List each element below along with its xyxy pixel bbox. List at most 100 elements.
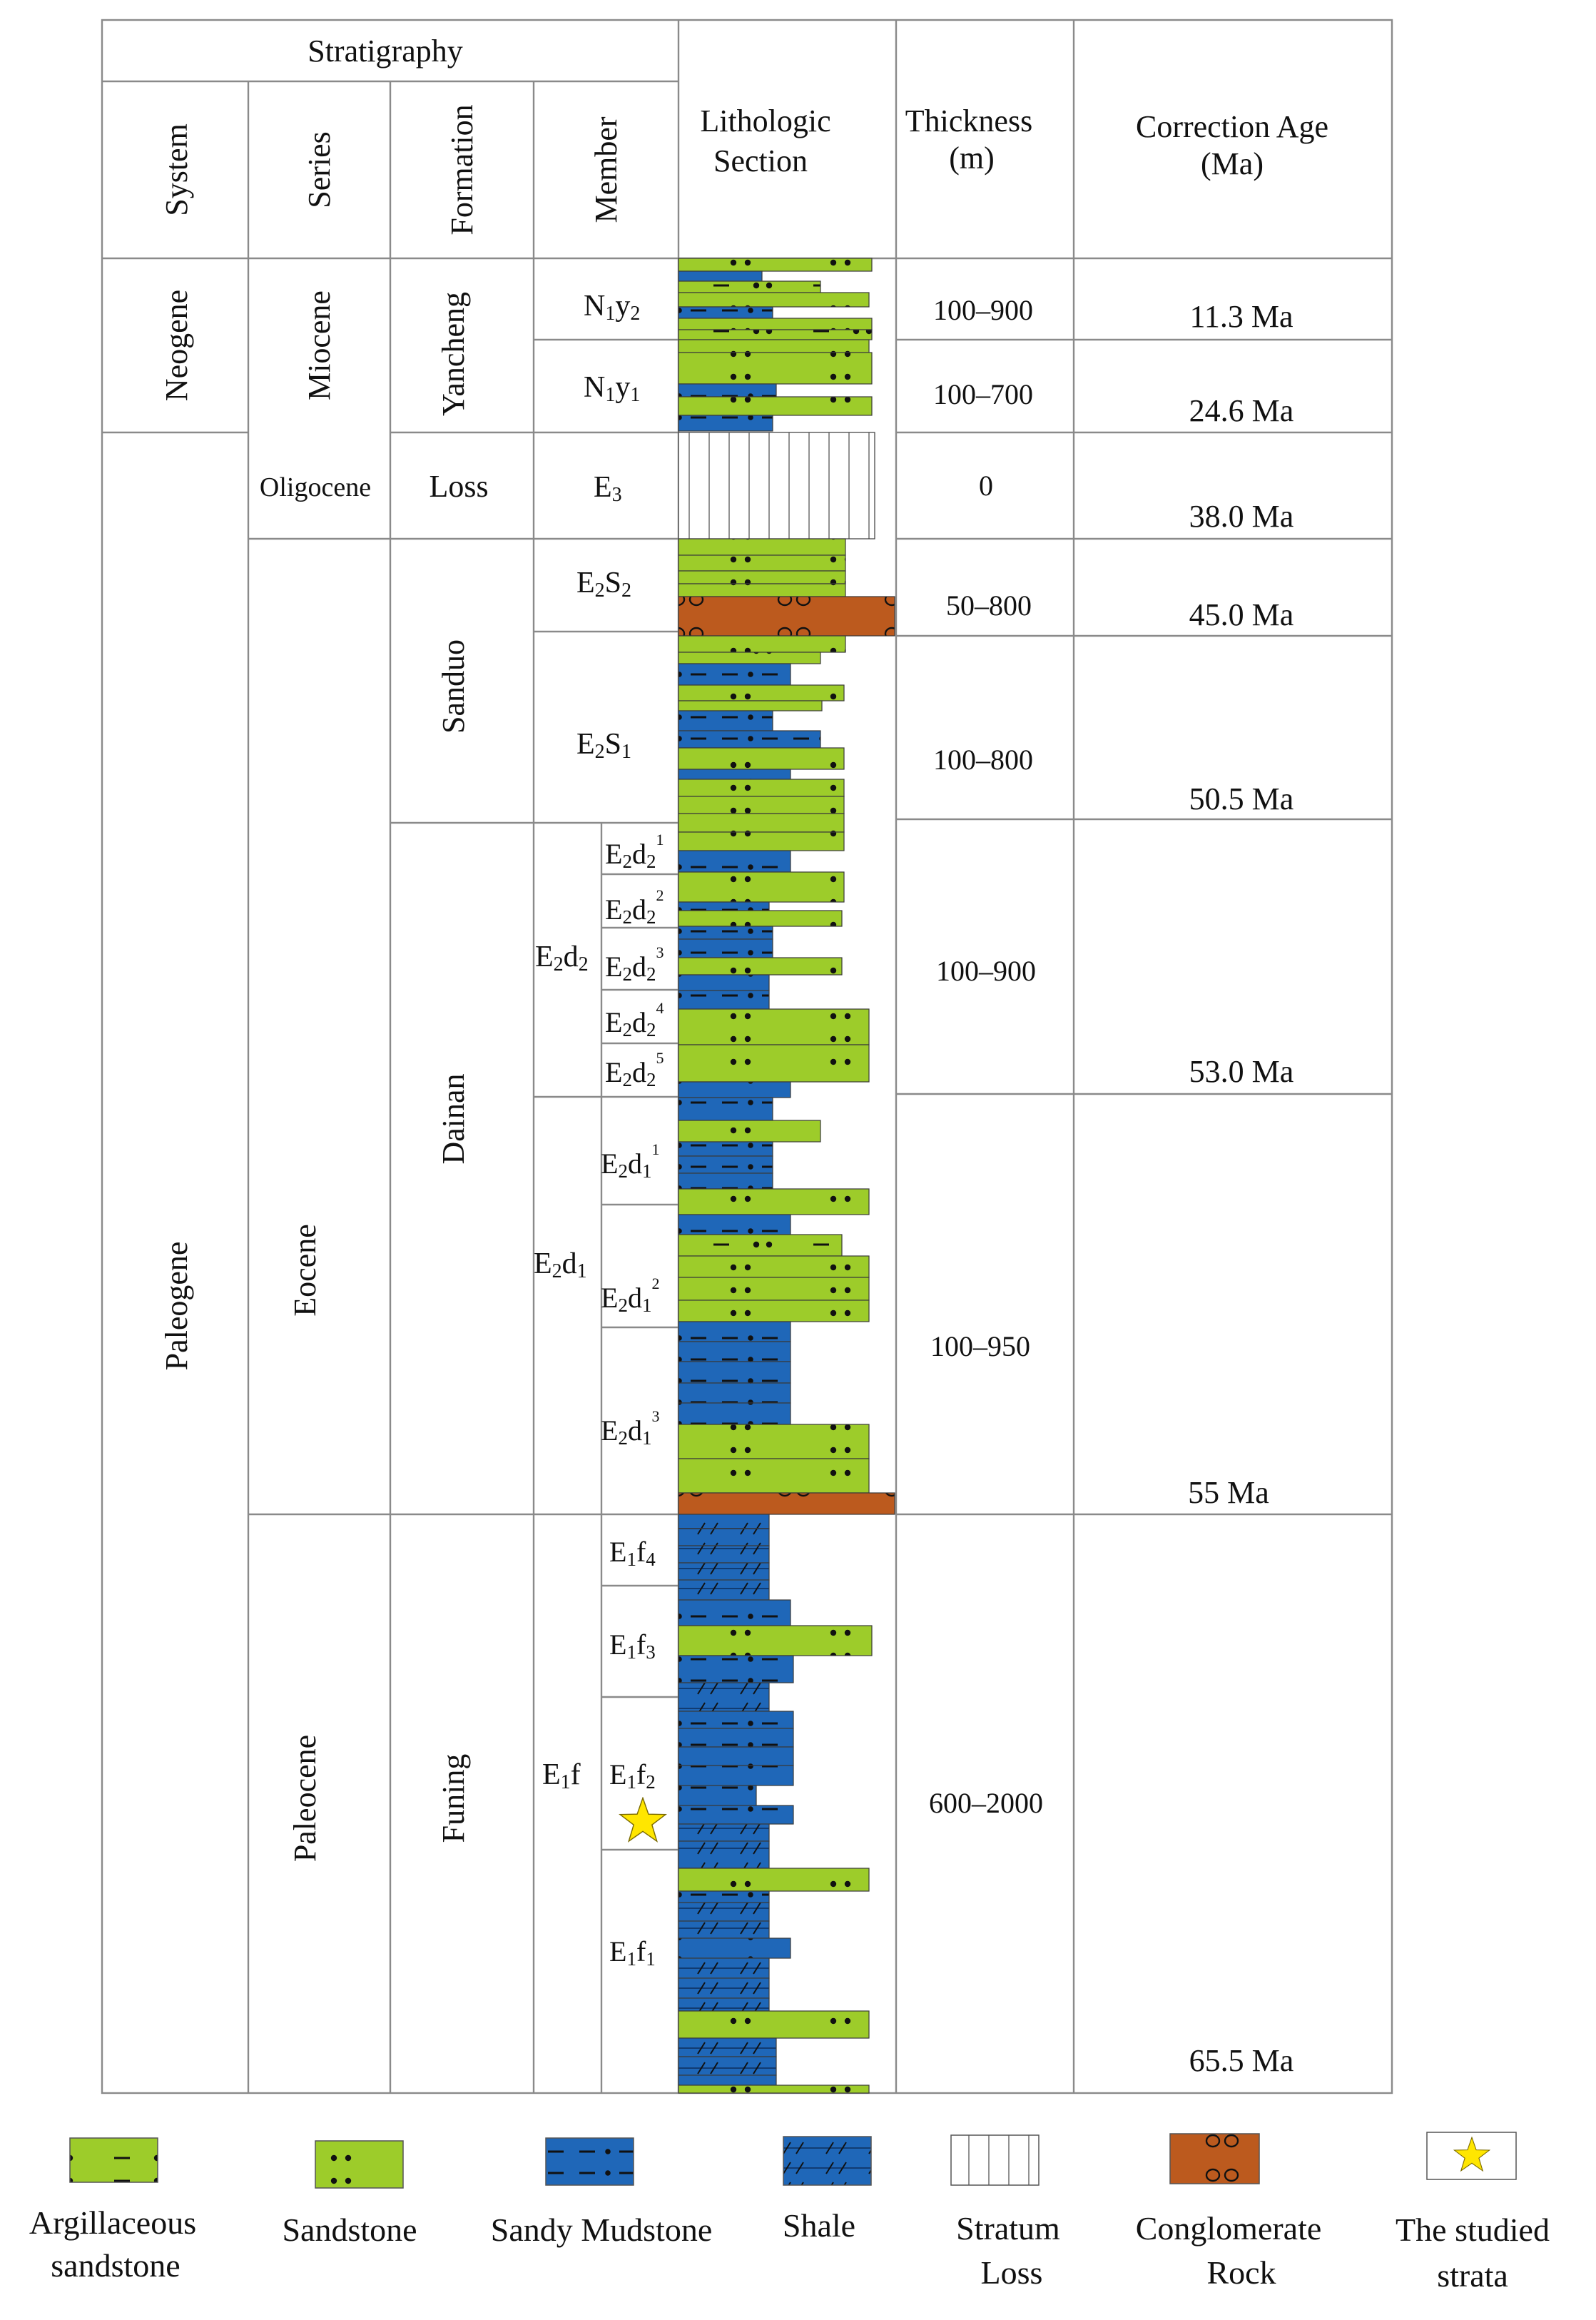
legend-swatch <box>783 2136 872 2186</box>
legend-label: Sandy Mudstone <box>491 2212 713 2248</box>
legend-swatch <box>69 2137 158 2183</box>
sandy-mudstone-bed <box>678 1081 791 1098</box>
sandstone-bed <box>678 1277 870 1301</box>
member-e2d1: E2d1 <box>534 1247 587 1282</box>
thickness-value: 100–900 <box>933 294 1033 326</box>
sandstone-bed <box>678 352 873 385</box>
sandy-mudstone-bed <box>678 938 773 958</box>
legend-label: strata <box>1437 2257 1508 2294</box>
unit-labels: Neogene Paleogene Miocene Oligocene Eoce… <box>159 290 489 1862</box>
member-e1f: E1f <box>542 1758 581 1793</box>
series-oligocene: Oligocene <box>260 472 371 502</box>
age-value: 53.0 Ma <box>1189 1054 1294 1089</box>
correction-age-header-line2: (Ma) <box>1201 146 1264 181</box>
thickness-value: 50–800 <box>946 589 1032 622</box>
age-value: 50.5 Ma <box>1189 781 1294 816</box>
stratigraphy-header: Stratigraphy <box>307 34 463 69</box>
sandy-mudstone-bed <box>678 1214 791 1235</box>
series-eocene: Eocene <box>288 1224 322 1316</box>
sandy-mudstone-bed <box>678 415 773 432</box>
sandy-mudstone-bed <box>678 1382 791 1404</box>
sandstone-bed <box>678 1008 870 1045</box>
legend-label: Argillaceous <box>29 2204 196 2241</box>
sandstone-bed <box>678 292 870 308</box>
shale-bed <box>678 1579 770 1601</box>
sandstone-bed <box>678 813 845 833</box>
legend-swatch <box>315 2140 404 2189</box>
legend-stratum-loss: Stratum Loss <box>950 2134 1060 2291</box>
argillaceous-sandstone-bed <box>678 329 873 340</box>
shale-bed <box>678 1902 770 1922</box>
argillaceous-sandstone-bed <box>678 1234 843 1257</box>
sandy-mudstone-bed <box>678 663 791 686</box>
submember: E2d22 <box>605 886 664 928</box>
members: N1y2 N1y1 E3 E2S2 E2S1 E2d2 E2d1 E1f <box>534 290 640 1793</box>
thickness-values: 100–900 100–700 0 50–800 100–800 100–900… <box>929 294 1043 1819</box>
sandstone-bed <box>678 1868 870 1892</box>
sandy-mudstone-bed <box>678 1172 773 1190</box>
thickness-header-line1: Thickness <box>905 103 1032 138</box>
sandy-mudstone-bed <box>678 1141 773 1157</box>
sandstone-bed <box>678 1044 870 1083</box>
sandstone-bed <box>678 871 845 903</box>
sandy-mudstone-bed <box>678 990 770 1010</box>
legend-label: The studied <box>1396 2212 1550 2248</box>
submember: E1f3 <box>609 1628 656 1663</box>
formation-funing: Funing <box>436 1754 471 1843</box>
shale-bed <box>678 1977 770 1999</box>
sandstone-bed <box>678 2010 870 2039</box>
member-e3: E3 <box>594 471 622 506</box>
sandstone-bed <box>678 1188 870 1215</box>
member-n1y1: N1y1 <box>584 371 640 406</box>
sandy-mudstone-bed <box>678 1805 794 1825</box>
sandstone-bed <box>678 1300 870 1322</box>
system-paleogene: Paleogene <box>159 1242 194 1371</box>
submember: E2d23 <box>605 943 664 985</box>
sandy-mudstone-bed <box>678 1321 791 1342</box>
sandstone-bed <box>678 570 846 584</box>
shale-bed <box>678 1528 770 1546</box>
lithologic-column <box>678 258 895 2094</box>
sandstone-bed <box>678 1120 821 1143</box>
legend-sandy-mudstone: Sandy Mudstone <box>491 2137 713 2248</box>
argillaceous-sandstone-bed <box>678 652 821 664</box>
shale-bed <box>678 1682 770 1712</box>
sandy-mudstone-bed <box>678 1711 794 1729</box>
member-e2d2: E2d2 <box>535 941 589 976</box>
formation-sanduo: Sanduo <box>436 639 471 734</box>
sandstone-bed <box>678 700 823 711</box>
sandy-mudstone-bed <box>678 306 773 319</box>
shale-bed <box>678 1545 770 1564</box>
shale-bed <box>678 1840 770 1869</box>
sandy-mudstone-bed <box>678 1155 773 1174</box>
age-value: 55 Ma <box>1188 1475 1269 1510</box>
shale-bed <box>678 1562 770 1581</box>
thickness-value: 600–2000 <box>929 1787 1043 1819</box>
sandstone-bed <box>678 957 843 976</box>
submember: E2d11 <box>601 1140 659 1182</box>
sandy-mudstone-bed <box>678 1765 794 1786</box>
sandstone-bed <box>678 747 845 770</box>
submember: E2d12 <box>601 1275 659 1316</box>
lithologic-section-header-line2: Section <box>713 143 808 178</box>
submember: E2d25 <box>605 1049 664 1090</box>
legend-swatch <box>1169 2133 1260 2184</box>
submembers: E2d21 E2d22 E2d23 E2d24 E2d25 E2d11 E2d1… <box>601 831 664 1970</box>
legend-conglomerate-rock: Conglomerate Rock <box>1136 2133 1321 2291</box>
legend-studied-strata: The studied strata <box>1396 2132 1550 2294</box>
sandstone-bed <box>678 583 846 597</box>
legend-label: Stratum <box>956 2210 1060 2246</box>
conglomerate-bed <box>678 596 895 637</box>
legend-swatch <box>950 2134 1040 2186</box>
system-header: System <box>159 123 194 216</box>
member-e2s1: E2S1 <box>576 728 631 763</box>
member-e2s2: E2S2 <box>576 567 631 602</box>
sandy-mudstone-bed <box>678 850 791 873</box>
legend-swatch <box>545 2137 634 2186</box>
formation-header: Formation <box>444 104 479 235</box>
series-miocene: Miocene <box>302 290 337 400</box>
stratum-loss-bed <box>678 432 875 540</box>
sandstone-bed <box>678 910 843 927</box>
thickness-value: 100–900 <box>936 955 1036 987</box>
